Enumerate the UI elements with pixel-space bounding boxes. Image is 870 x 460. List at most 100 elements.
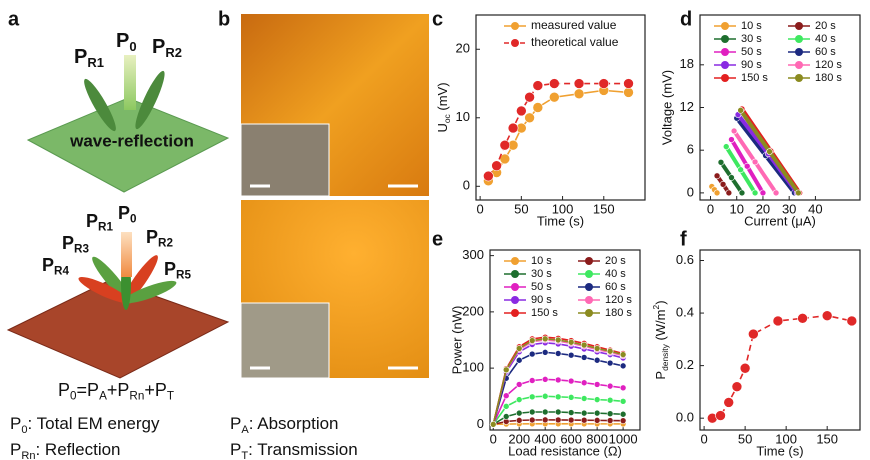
data-point [516,410,522,416]
y-tick-label: 0.6 [676,252,694,267]
legend-text: PT: Transmission [230,440,358,460]
data-point [607,397,613,403]
data-point [714,173,720,179]
legend-label: 40 s [605,268,626,280]
arrow-label: PR2 [146,227,173,250]
data-point [624,79,634,89]
data-point [568,394,574,400]
data-point [718,159,724,165]
data-point [739,190,745,196]
arrow-label-part: P [164,259,176,279]
data-point [773,190,779,196]
legend-label: 150 s [531,307,558,319]
arrow-label: P0 [118,203,137,226]
data-point [529,378,535,384]
data-point [568,410,574,416]
data-point [624,87,634,97]
legend-marker [795,61,803,69]
data-point [516,417,522,423]
data-point [503,403,509,409]
data-point [555,417,561,423]
data-point [620,352,626,358]
data-point [508,123,518,133]
y-axis-label: Voltage (mV) [659,70,674,145]
data-point [744,163,750,169]
data-point [516,357,522,363]
legend-text-part: P [230,440,241,459]
arrow-label-part: P [74,46,87,68]
formula-part: P [58,380,70,400]
x-tick-label: 10 [729,201,743,216]
x-tick-label: 0 [700,431,707,446]
x-tick-label: 0 [490,431,497,446]
data-point [732,382,742,392]
y-tick-label: 6 [687,142,694,157]
data-point [728,175,734,181]
data-point [533,103,543,113]
data-point [516,106,526,116]
data-point [607,383,613,389]
y-axis-label-part: oc [442,114,452,123]
data-point [581,354,587,360]
data-point [503,367,509,373]
y-tick-label: 18 [680,56,694,71]
y-tick-label: 0.4 [676,305,694,320]
arrow-label-part: P [116,30,129,52]
legend-text-part: : Absorption [249,414,339,433]
data-point [599,79,609,89]
panel-label: e [432,228,443,250]
data-point [542,336,548,342]
data-point [533,81,543,91]
data-point [503,414,509,420]
data-point [752,159,758,165]
data-point [607,360,613,366]
arrow-label-part: R4 [54,264,69,277]
legend-label: 150 s [741,72,768,84]
legend-label: 30 s [741,33,762,45]
y-axis-label-part: P [653,371,668,380]
y-tick-label: 0.2 [676,357,694,372]
data-point [620,418,626,424]
arrow-label-part: R2 [165,45,182,60]
data-point [568,352,574,358]
data-point [822,311,832,321]
y-tick-label: 10 [456,109,470,124]
data-point [740,363,750,373]
data-point [549,92,559,102]
x-tick-label: 0 [477,201,484,216]
y-axis-label-part: U [435,123,450,132]
data-point [720,181,726,187]
legend-marker [721,61,729,69]
x-tick-label: 150 [816,431,838,446]
arrow-label-part: R1 [87,55,104,70]
panel-b-images [241,14,429,378]
data-point [594,345,600,351]
legend-marker [721,22,729,30]
y-tick-label: 300 [462,247,484,262]
data-point [581,396,587,402]
legend-marker [795,48,803,56]
arrow-label: P0 [116,30,137,54]
legend-label: 10 s [741,20,762,32]
x-axis-label: Load resistance (Ω) [508,443,622,458]
y-tick-label: 0.0 [676,410,694,425]
data-point [724,397,734,407]
arrow-label: PR1 [86,211,113,234]
data-point [594,381,600,387]
legend-text-part: P [230,414,241,433]
data-point [594,417,600,423]
y-axis-label: Uoc (mV) [435,82,452,132]
data-point [542,376,548,382]
data-point [555,409,561,415]
legend-marker [585,283,593,291]
data-point [620,363,626,369]
x-axis-label: Time (s) [756,443,803,458]
legend-label: 90 s [741,59,762,71]
data-point [525,92,535,102]
legend-label: 10 s [531,255,552,267]
y-tick-label: 20 [456,41,470,56]
panel-label: a [8,8,20,30]
panel-label: f [680,228,687,250]
data-point [748,329,758,339]
data-point [555,337,561,343]
